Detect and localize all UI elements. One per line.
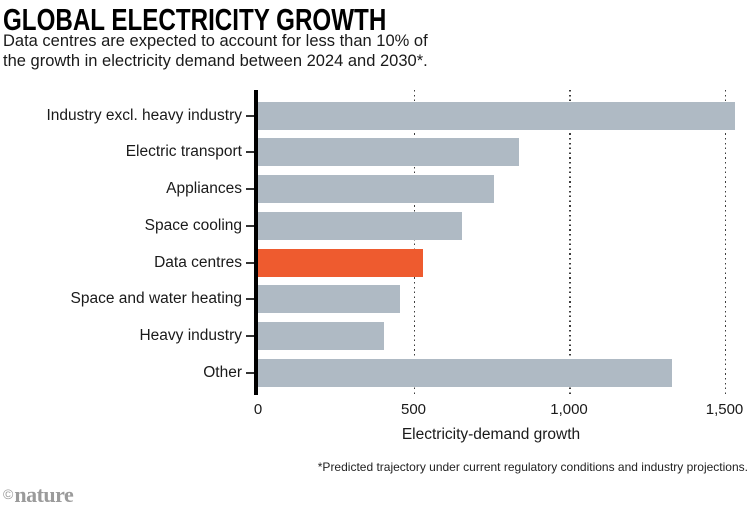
category-label: Electric transport: [125, 143, 242, 161]
category-label: Appliances: [166, 180, 242, 197]
chart-subtitle-line2: the growth in electricity demand between…: [3, 52, 428, 70]
x-tick-label-1,000: 1,000: [550, 401, 588, 418]
category-label: Industry excl. heavy industry: [46, 106, 242, 124]
gridline-1000: [569, 90, 571, 394]
bar-appliances: [258, 175, 495, 203]
gridline-500: [413, 90, 415, 394]
y-axis-tick: [246, 261, 255, 264]
bar-space-cooling: [258, 211, 462, 240]
category-label: Space and water heating: [70, 290, 242, 308]
gridline-1500: [724, 90, 726, 394]
footnote: *Predicted trajectory under current regu…: [317, 460, 748, 474]
chart-title-text: GLOBAL ELECTRICITY GROWTH: [3, 2, 387, 37]
bar-other: [258, 358, 672, 387]
y-axis-tick: [246, 335, 255, 337]
bar-industry-excl-heavy-industry: [258, 101, 736, 130]
x-tick-label-500: 500: [400, 401, 427, 418]
x-tick-label-0: 0: [253, 401, 263, 418]
chart-subtitle-line1: Data centres are expected to account for…: [3, 32, 428, 50]
y-axis-tick: [246, 114, 255, 117]
category-labels-column: Industry excl. heavy industry Electric tr…: [0, 91, 258, 395]
bar-space-and-water-heating: [258, 285, 400, 314]
y-axis-tick: [246, 151, 255, 154]
chart-title: GLOBAL ELECTRICITY GROWTH: [3, 1, 494, 38]
y-axis-line: [254, 90, 258, 395]
bar-data-centres: [258, 248, 423, 277]
category-label: Heavy industry: [139, 327, 242, 344]
x-axis-tick-labels: 0 500 1,000 1,500: [254, 401, 751, 419]
x-tick-label-1,500: 1,500: [705, 401, 744, 418]
nature-logo: ©nature: [3, 482, 74, 508]
y-axis-tick: [246, 298, 255, 301]
y-axis-tick: [246, 224, 255, 227]
bar-heavy-industry: [258, 322, 384, 350]
bar-chart-plot-area: [254, 90, 751, 395]
nature-wordmark: nature: [14, 482, 74, 507]
bar-electric-transport: [258, 138, 520, 167]
x-axis-title: Electricity-demand growth: [401, 426, 581, 443]
y-axis-tick: [246, 371, 255, 374]
copyright-icon: ©: [3, 486, 14, 502]
y-axis-tick: [246, 188, 255, 190]
category-label: Data centres: [154, 253, 242, 271]
category-label: Space cooling: [144, 216, 242, 234]
chart-subtitle: Data centres are expected to account for…: [3, 31, 428, 71]
category-label: Other: [203, 363, 242, 381]
